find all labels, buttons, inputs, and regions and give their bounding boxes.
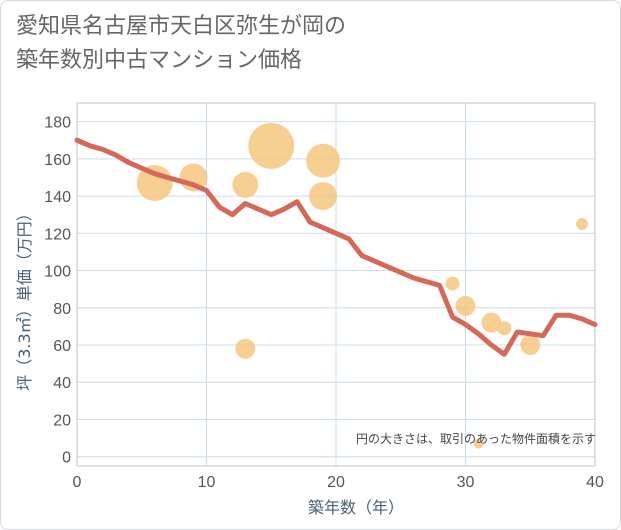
- y-tick-label: 100: [44, 264, 71, 281]
- trend-series: [74, 137, 598, 357]
- y-tick-label: 40: [53, 375, 71, 392]
- y-tick-label: 0: [62, 450, 71, 467]
- y-axis-title: 坪（3.3㎡）単価（万円）: [15, 205, 34, 390]
- x-tick-label: 30: [457, 474, 475, 491]
- y-tick-labels: 0 20 40 60 80 100 120 140 160 180: [44, 115, 71, 467]
- y-tick-label: 140: [44, 189, 71, 206]
- plot-area: [76, 102, 596, 467]
- bubble-series: [136, 122, 589, 449]
- bubble-point: [576, 218, 589, 230]
- bubble-point: [497, 321, 512, 336]
- bubble-point: [481, 312, 502, 333]
- y-tick-label: 160: [44, 152, 71, 169]
- y-tick-label: 180: [44, 115, 71, 132]
- chart-title-line2: 築年数別中古マンション価格: [16, 48, 303, 73]
- size-legend-note: 円の大きさは、取引のあった物件面積を示す: [356, 431, 596, 446]
- y-tick-label: 60: [53, 338, 71, 355]
- chart-title-line1: 愛知県名古屋市天白区弥生が岡の: [16, 14, 347, 39]
- y-tick-label: 80: [53, 301, 71, 318]
- trend-line: [74, 137, 598, 357]
- x-tick-label: 0: [73, 474, 82, 491]
- bubble-point: [235, 338, 256, 359]
- x-tick-label: 20: [327, 474, 345, 491]
- y-tick-label: 120: [44, 226, 71, 243]
- bubble-point: [455, 295, 476, 316]
- bubble-point: [445, 276, 460, 291]
- chart-title: 愛知県名古屋市天白区弥生が岡の 築年数別中古マンション価格: [16, 10, 346, 78]
- bubble-point: [473, 438, 484, 449]
- bubble-point: [309, 182, 338, 211]
- y-tick-label: 20: [53, 412, 71, 429]
- x-tick-label: 40: [586, 474, 604, 491]
- x-tick-labels: 0 10 20 30 40: [73, 474, 604, 491]
- x-tick-label: 10: [198, 474, 216, 491]
- bubble-point: [306, 143, 341, 178]
- x-axis-title: 築年数（年）: [308, 498, 404, 517]
- bubble-point: [520, 335, 541, 355]
- bubble-point: [232, 171, 259, 198]
- bubble-point: [248, 122, 295, 169]
